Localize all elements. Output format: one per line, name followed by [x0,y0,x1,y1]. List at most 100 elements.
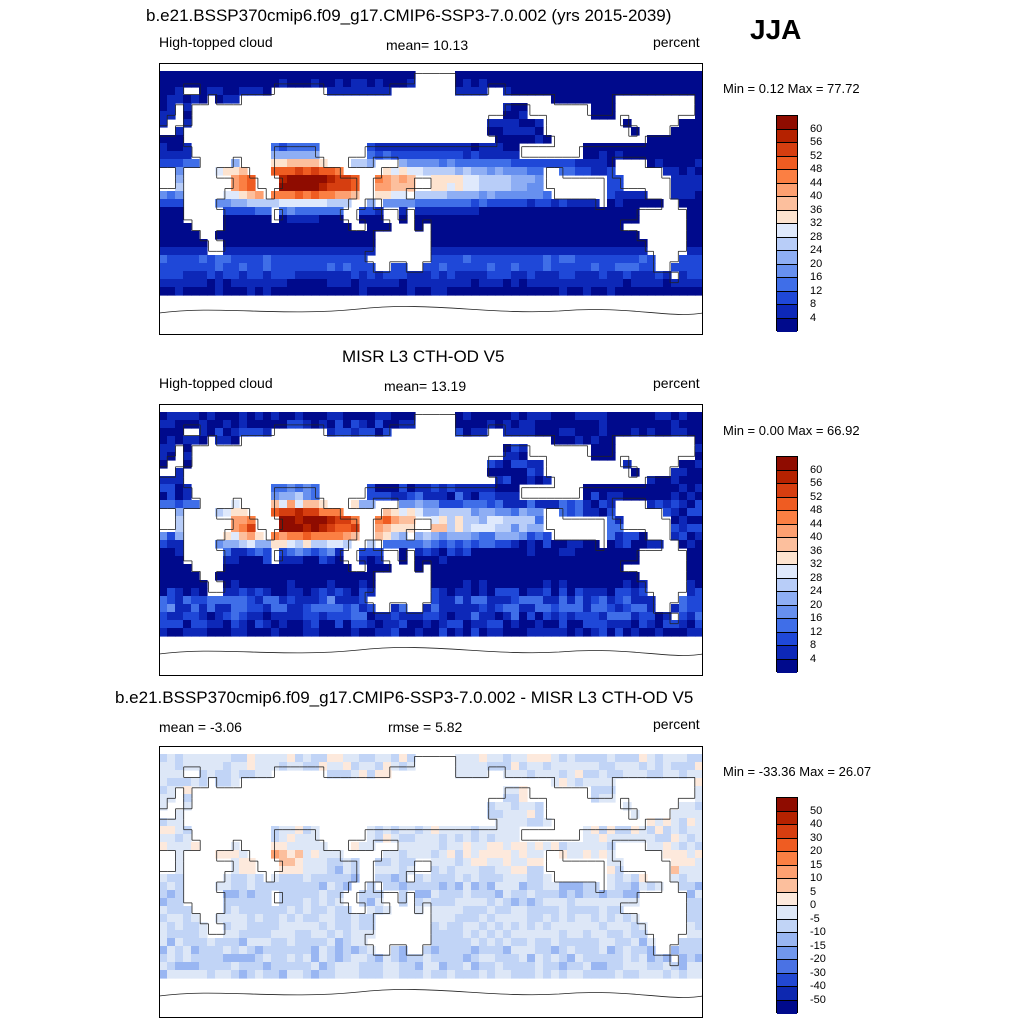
colorbar-tick-label: 60 [810,122,823,135]
colorbar-tick-label: 24 [810,244,823,256]
colorbar-swatch [777,470,797,484]
colorbar-tick-label: 20 [810,598,823,611]
colorbar-tick-label: 40 [810,190,823,202]
colorbar-swatch [777,511,797,525]
colorbar-tick-label: 50 [810,804,823,817]
colorbar-swatch [777,865,797,879]
colorbar-swatch [777,565,797,579]
colorbar-tick-label: 4 [810,311,817,324]
panel3-minmax-label: Min = -33.36 Max = 26.07 [723,764,872,779]
panel2-variable-label: High-topped cloud [159,375,273,391]
colorbar-tick-label: 36 [810,544,823,557]
antarctica-outline [159,306,703,315]
colorbar-swatch [777,183,797,197]
colorbar-tick-label: -5 [810,912,820,925]
panel3-units-label: percent [653,716,700,732]
colorbar-tick-label: 44 [810,517,823,530]
colorbar-tick-label: 16 [810,612,823,624]
panel3-rmse-label: rmse = 5.82 [388,719,463,735]
colorbar-swatch [777,551,797,565]
colorbar-tick-label: 48 [810,163,823,175]
coastline-outlines [159,756,703,998]
panel1-variable-label: High-topped cloud [159,34,273,50]
colorbar-swatch [777,838,797,852]
map-frame [159,63,703,335]
colorbar-swatch [777,906,797,920]
colorbar-swatch [777,538,797,552]
antarctica-outline [159,989,703,998]
panel3-map [159,746,703,1018]
colorbar-swatch [777,578,797,592]
colorbar-swatch [777,170,797,184]
colorbar-tick-label: 40 [810,531,823,543]
colorbar-swatch [777,592,797,606]
colorbar-tick-label: 32 [810,558,823,570]
colorbar-swatch [777,278,797,292]
colorbar-swatch [777,116,797,130]
map-field [159,412,703,637]
colorbar-tick-label: 52 [810,149,823,162]
colorbar-tick-label: -10 [810,926,826,938]
colorbar-tick-label: 20 [810,845,823,857]
panel3-title: b.e21.BSSP370cmip6.f09_g17.CMIP6-SSP3-7.… [115,688,694,707]
colorbar-tick-label: 8 [810,639,817,651]
colorbar-swatch [777,798,797,812]
colorbar-swatch [777,1000,797,1014]
colorbar-swatch [777,484,797,498]
colorbar-swatches [776,797,798,1014]
colorbar-tick-label: 20 [810,257,823,270]
colorbar-swatch [777,129,797,143]
colorbar-tick-label: -30 [810,966,826,979]
colorbar-tick-label: -20 [810,953,826,965]
colorbar-swatch [777,237,797,251]
colorbar-swatch [777,987,797,1001]
colorbar-tick-label: 48 [810,504,823,516]
colorbar-swatch [777,946,797,960]
colorbar-swatch [777,291,797,305]
colorbar-tick-label: 52 [810,490,823,503]
panel2-mean-label: mean= 13.19 [384,378,467,394]
colorbar-tick-label: 60 [810,463,823,476]
colorbar-tick-label: 10 [810,872,823,884]
colorbar-tick-label: 24 [810,585,823,597]
colorbar-swatch [777,251,797,265]
colorbar-swatch [777,524,797,538]
colorbar-swatch [777,892,797,906]
colorbar-tick-label: 56 [810,477,823,489]
colorbar-tick-label: 16 [810,271,823,283]
colorbar-swatch [777,497,797,511]
colorbar-swatch [777,224,797,238]
colorbar-swatch [777,960,797,974]
map-frame [159,746,703,1018]
colorbar-swatch [777,659,797,673]
colorbar-tick-label: 40 [810,818,823,830]
colorbar-tick-label: 8 [810,298,817,310]
panel1-minmax-label: Min = 0.12 Max = 77.72 [723,81,860,96]
colorbar-swatches [776,115,798,332]
colorbar-swatch [777,919,797,933]
colorbar-swatch [777,605,797,619]
colorbar-tick-label: -15 [810,939,826,952]
colorbar-swatch [777,852,797,866]
panel3-mean-label: mean = -3.06 [159,719,242,735]
antarctica-outline [159,647,703,656]
colorbar-swatch [777,646,797,660]
colorbar-swatch [777,156,797,170]
colorbar-swatch [777,825,797,839]
coastline-outlines [159,414,703,656]
colorbar-tick-label: -50 [810,993,826,1006]
map-frame [159,404,703,676]
panel1-units-label: percent [653,34,700,50]
panel2-units-label: percent [653,375,700,391]
colorbar-swatch [777,632,797,646]
colorbar-tick-label: 4 [810,652,817,665]
colorbar-swatch [777,143,797,157]
panel2-minmax-label: Min = 0.00 Max = 66.92 [723,423,860,438]
colorbar-swatch [777,318,797,332]
colorbar-tick-label: 28 [810,230,823,243]
colorbar-tick-label: 12 [810,284,823,297]
colorbar-tick-label: 30 [810,831,823,844]
coastline-outlines [159,73,703,315]
panel2-map [159,404,703,676]
panel1-title: b.e21.BSSP370cmip6.f09_g17.CMIP6-SSP3-7.… [146,6,672,25]
